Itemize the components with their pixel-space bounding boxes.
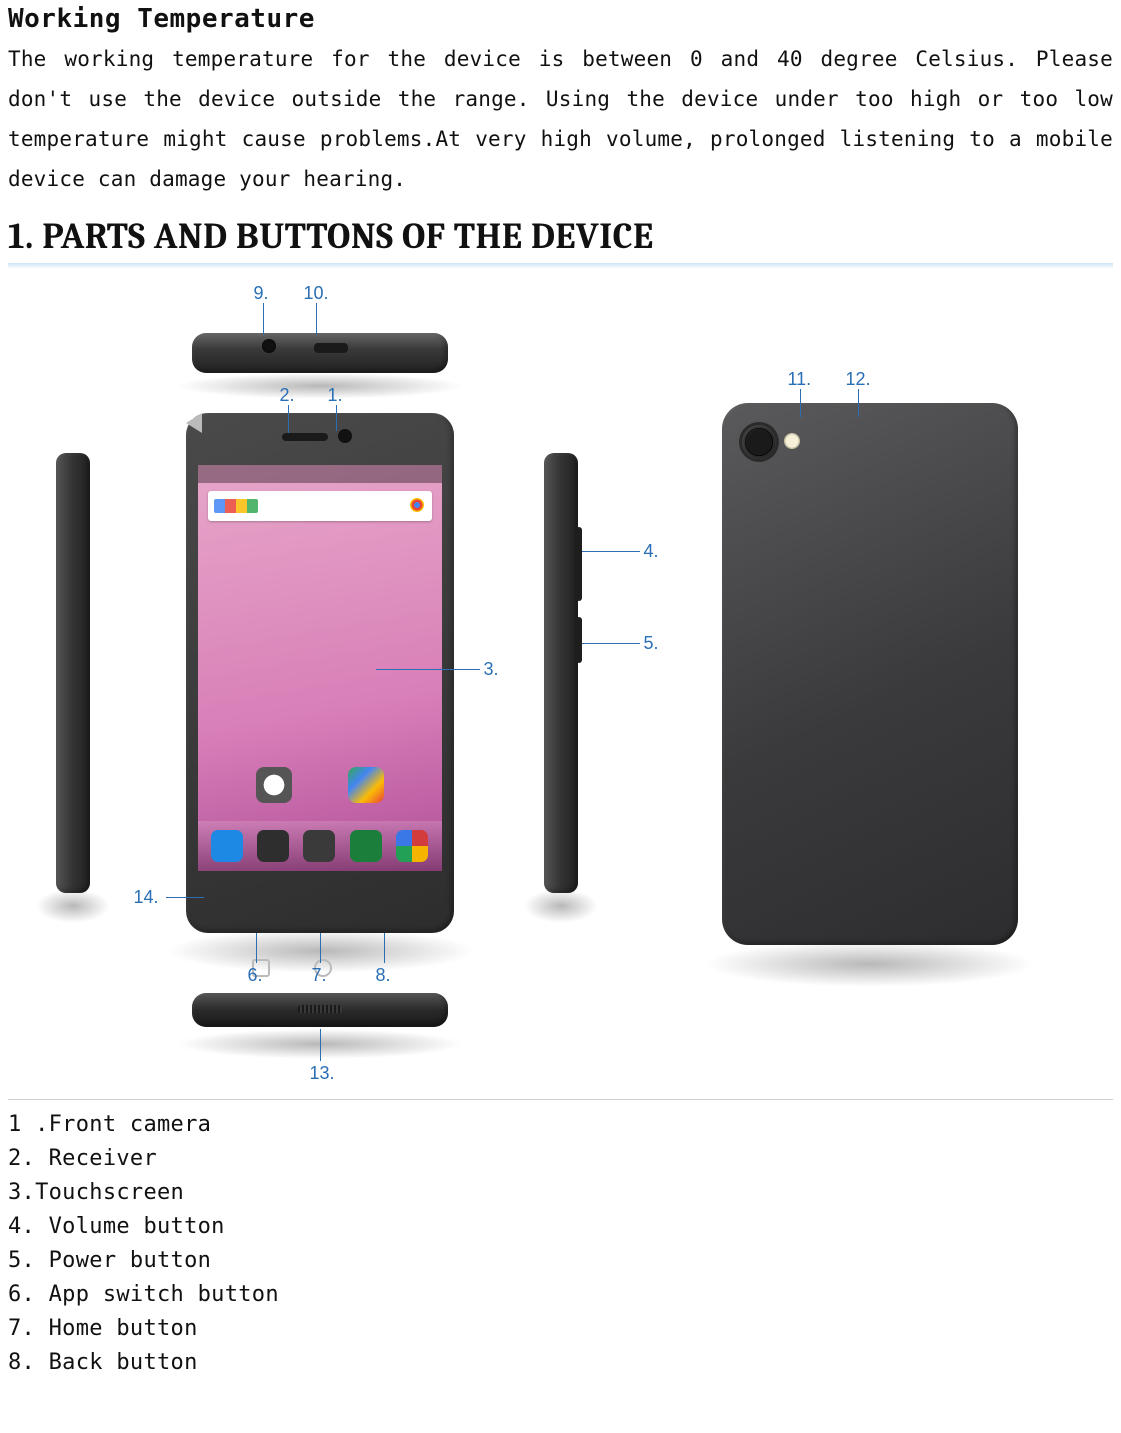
dock-icon	[350, 830, 382, 862]
heading-working-temperature: Working Temperature	[8, 4, 1113, 34]
dock-icon	[396, 830, 428, 862]
callout-3: 3.	[484, 659, 499, 680]
app-icon	[256, 767, 292, 803]
heading-parts-and-buttons: 1. PARTS AND BUTTONS OF THE DEVICE	[8, 216, 1113, 257]
leader-2	[288, 405, 289, 433]
search-widget-icon	[208, 491, 432, 521]
leader-11	[800, 389, 801, 417]
list-item: 5. Power button	[8, 1244, 1113, 1278]
list-item: 4. Volume button	[8, 1210, 1113, 1244]
leader-4	[582, 551, 640, 552]
device-front-view	[186, 413, 454, 933]
callout-5: 5.	[644, 633, 659, 654]
shadow	[36, 889, 110, 923]
device-diagram: 9. 10. 2. 1. 3. 4. 5. 11. 12. 14. 6. 7. …	[16, 273, 1106, 1093]
list-item: 2. Receiver	[8, 1142, 1113, 1176]
callout-8: 8.	[376, 965, 391, 986]
callout-13: 13.	[310, 1063, 335, 1084]
callout-7: 7.	[312, 965, 327, 986]
section-divider	[8, 1099, 1113, 1100]
list-item: 7. Home button	[8, 1312, 1113, 1346]
list-item: 1 .Front camera	[8, 1108, 1113, 1142]
app-icon	[348, 767, 384, 803]
device-bottom-view	[192, 993, 448, 1027]
leader-7	[320, 933, 321, 963]
device-side-left-view	[56, 453, 90, 893]
rear-camera-icon	[742, 425, 776, 459]
device-side-right-view	[544, 453, 578, 893]
shadow	[524, 889, 598, 923]
callout-10: 10.	[304, 283, 329, 304]
callout-12: 12.	[846, 369, 871, 390]
list-item: 8. Back button	[8, 1346, 1113, 1380]
callout-6: 6.	[248, 965, 263, 986]
leader-5	[582, 643, 640, 644]
leader-9	[263, 303, 264, 335]
leader-10	[316, 303, 317, 335]
touchscreen-area	[198, 465, 442, 871]
shadow	[176, 373, 464, 399]
callout-1: 1.	[328, 385, 343, 406]
callout-11: 11.	[788, 369, 812, 390]
power-button-icon	[576, 617, 582, 663]
leader-6	[256, 933, 257, 963]
section-divider	[8, 263, 1113, 269]
dock-icon	[303, 830, 335, 862]
leader-1	[336, 405, 337, 431]
callout-4: 4.	[644, 541, 659, 562]
leader-3	[376, 669, 480, 670]
leader-14	[166, 897, 204, 898]
paragraph-working-temperature: The working temperature for the device i…	[8, 40, 1113, 200]
dock-icon	[211, 830, 243, 862]
device-top-view	[192, 333, 448, 373]
receiver-icon	[282, 433, 328, 441]
device-back-view	[722, 403, 1018, 945]
callout-2: 2.	[280, 385, 295, 406]
leader-13	[320, 1029, 321, 1061]
leader-8	[384, 933, 385, 963]
callout-9: 9.	[254, 283, 269, 304]
volume-button-icon	[576, 527, 582, 601]
parts-legend-list: 1 .Front camera 2. Receiver 3.Touchscree…	[8, 1108, 1113, 1381]
shadow	[704, 941, 1036, 987]
front-camera-icon	[338, 429, 352, 443]
dock-icon	[257, 830, 289, 862]
list-item: 3.Touchscreen	[8, 1176, 1113, 1210]
list-item: 6. App switch button	[8, 1278, 1113, 1312]
flash-icon	[784, 433, 800, 449]
leader-12	[858, 389, 859, 417]
callout-14: 14.	[134, 887, 159, 908]
